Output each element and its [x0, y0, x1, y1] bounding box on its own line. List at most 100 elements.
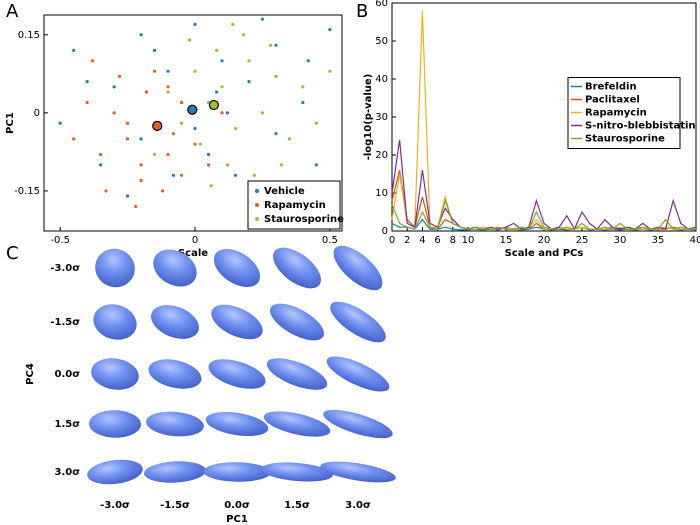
scatter-point [220, 111, 224, 115]
x-tick-label: 25 [576, 235, 589, 246]
col-label: 0.0σ [224, 500, 250, 511]
legend-label: Rapamycin [585, 108, 647, 119]
scatter-point [220, 59, 224, 63]
scatter-point [117, 74, 122, 79]
scatter-point [104, 189, 108, 193]
scatter-point [301, 85, 305, 89]
cell-shape [263, 411, 331, 437]
scatter-point [225, 111, 229, 115]
scatter-point [139, 178, 143, 183]
cell-shape [208, 359, 266, 389]
scatter-point [166, 90, 170, 94]
scatter-point [214, 48, 219, 52]
scatter-point [198, 142, 203, 146]
legend-marker [255, 203, 259, 207]
scatter-point [247, 59, 251, 63]
scatter-point [139, 163, 143, 167]
y-tick-label: 20 [375, 150, 388, 161]
plot-frame [43, 14, 343, 232]
scatter-point [247, 80, 251, 84]
cell-shape [205, 411, 269, 437]
scatter-point [126, 137, 130, 141]
scatter-point [260, 17, 265, 21]
cell-shape [151, 305, 199, 339]
scatter-point [99, 152, 103, 157]
scatter-point [58, 121, 62, 125]
scatter-point [179, 100, 184, 105]
cell-shape [148, 359, 202, 389]
y-tick-label: -0.15 [14, 186, 40, 197]
scatter-point [99, 163, 103, 167]
legend-label: Brefeldin [585, 82, 637, 93]
col-label: -3.0σ [100, 500, 130, 511]
cell-shape [326, 356, 390, 392]
legend-box [247, 180, 341, 230]
centroid-marker [187, 104, 198, 115]
y-tick-label: 40 [375, 74, 388, 85]
cell-shape [144, 461, 206, 483]
row-label: -3.0σ [50, 263, 80, 274]
scatter-point [274, 43, 278, 47]
legend-label: Staurosporine [585, 134, 665, 145]
scatter-point [314, 121, 318, 125]
data-line [391, 198, 696, 230]
legend-label: Paclitaxel [585, 95, 640, 106]
y-tick-label: 50 [375, 36, 388, 47]
cell-shape [203, 462, 271, 482]
legend-label: Staurosporine [264, 214, 344, 225]
scatter-point [220, 85, 224, 89]
legend-label: Vehicle [264, 186, 305, 197]
cell-shape [153, 249, 197, 287]
scatter-point [139, 137, 143, 141]
x-tick-label: 35 [652, 235, 665, 246]
panel-label: C [6, 243, 19, 264]
data-line [391, 139, 697, 231]
scatter-point [112, 111, 116, 115]
y-tick-label: 0 [34, 108, 40, 119]
cell-shape [87, 459, 143, 485]
scatter-point [241, 33, 246, 37]
row-label: 3.0σ [54, 467, 80, 478]
cell-shape [95, 248, 135, 288]
scatter-point [206, 152, 211, 157]
scatter-point [166, 69, 170, 73]
legend-marker [255, 217, 259, 221]
cell-shape [93, 304, 137, 340]
scatter-point [166, 85, 170, 89]
scatter-point [268, 43, 273, 47]
scatter-point [287, 137, 292, 141]
scatter-point [85, 80, 89, 84]
cell-shape [333, 245, 383, 291]
x-tick-label: 0 [389, 235, 395, 246]
scatter-point [274, 132, 278, 136]
scatter-point [260, 111, 265, 115]
y-tick-label: 60 [375, 0, 388, 9]
scatter-point [161, 189, 165, 193]
legend-marker [255, 189, 259, 193]
x-tick-label: 0.5 [322, 235, 338, 246]
y-axis-label: PC1 [5, 112, 16, 134]
y-tick-label: 30 [375, 112, 388, 123]
scatter-point [301, 100, 305, 105]
scatter-point [90, 59, 95, 63]
scatter-point [144, 90, 149, 94]
scatter-point [85, 100, 89, 105]
scatter-point [214, 90, 219, 94]
cell-shape [261, 462, 333, 482]
scatter-point [139, 33, 143, 37]
scatter-point [231, 22, 235, 26]
cell-shape [323, 409, 393, 439]
x-tick-label: 20 [538, 235, 551, 246]
cell-shape [91, 358, 139, 390]
panel-label: A [6, 1, 19, 22]
scatter-point [171, 173, 176, 177]
x-tick-label: 8 [450, 235, 456, 246]
centroid-marker [208, 99, 220, 111]
scatter-point [152, 69, 157, 73]
scatter-point [328, 27, 332, 32]
x-axis-label: Scale [178, 248, 208, 259]
cell-shape [213, 249, 261, 287]
scatter-point [72, 48, 76, 52]
scatter-point [134, 204, 138, 209]
